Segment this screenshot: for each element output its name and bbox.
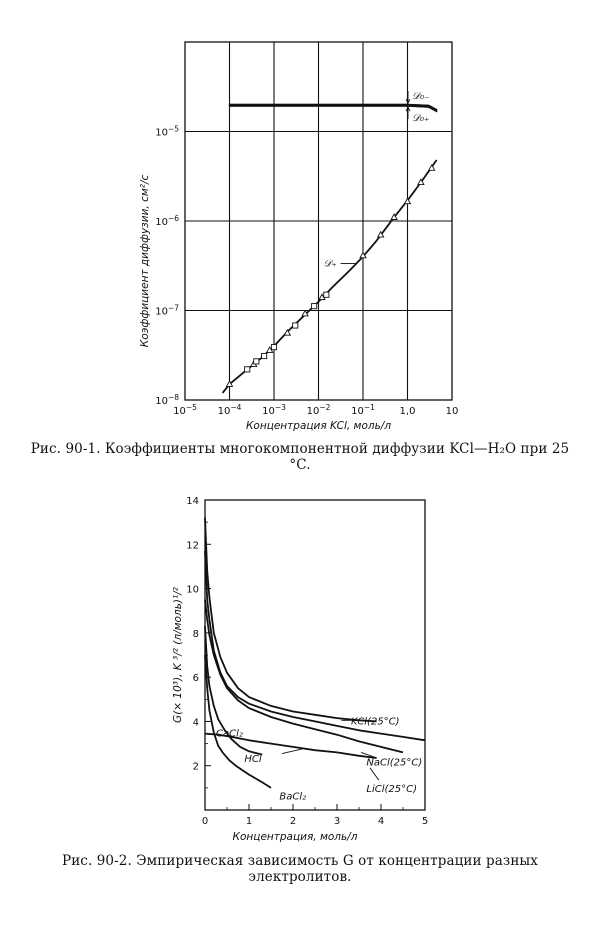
caption-figure-90-2: Рис. 90-2. Эмпирическая зависимость G от… xyxy=(62,853,538,885)
label-hcl: HCl xyxy=(244,754,262,765)
series-kcl-line xyxy=(204,517,377,723)
x-tick-label: 1,0 xyxy=(400,406,416,417)
y-tick-label: 10−6 xyxy=(155,214,179,228)
arrow-nacl xyxy=(361,752,377,759)
y-tick-label: 4 xyxy=(193,717,199,728)
data-point-square xyxy=(270,344,278,351)
data-point-square xyxy=(244,366,251,373)
x-tick-label: 4 xyxy=(378,816,384,827)
label-licl: LiCl(25°C) xyxy=(366,784,417,795)
label-bacl2: BaCl₂ xyxy=(279,792,306,803)
data-point-square xyxy=(261,352,268,360)
series-cacl2-line xyxy=(204,626,263,756)
y-tick-label: 2 xyxy=(193,762,199,773)
x-tick-label: 1 xyxy=(246,816,252,827)
y-axis-label: G(× 10³), K ³/² (л/моль)¹/² xyxy=(172,586,184,723)
y-tick-label: 10−7 xyxy=(155,304,179,318)
data-point-square xyxy=(323,291,330,298)
series-hcl-line xyxy=(204,732,377,759)
x-tick-label: 3 xyxy=(334,816,340,827)
x-tick-label: 10−4 xyxy=(218,403,242,417)
series-nacl-line xyxy=(204,550,426,742)
series-bacl2-line xyxy=(204,654,272,789)
x-tick-label: 10 xyxy=(446,406,459,417)
data-point-triangle xyxy=(390,213,398,220)
x-axis-label: Концентрация KCl, моль/л xyxy=(246,420,391,432)
x-tick-label: 10−3 xyxy=(262,403,286,417)
label-kcl: KCl(25°C) xyxy=(351,716,400,727)
series-licl-line xyxy=(204,599,404,754)
series-d0-minus-line xyxy=(229,103,437,111)
y-tick-label: 10−8 xyxy=(155,393,179,407)
data-point-triangle xyxy=(283,328,292,336)
x-tick-label: 10−5 xyxy=(173,403,197,417)
label-d0-minus: 𝒟₀₋ xyxy=(412,91,429,102)
y-tick-label: 6 xyxy=(193,673,199,684)
label-d0-plus: 𝒟₀₊ xyxy=(412,113,429,124)
series-d-plus-line xyxy=(221,159,438,394)
x-tick-label: 0 xyxy=(202,816,208,827)
y-tick-label: 10−5 xyxy=(155,125,179,139)
label-nacl: NaCl(25°C) xyxy=(366,757,422,768)
data-point-triangle xyxy=(403,197,412,205)
label-cacl2: CaCl₂ xyxy=(216,729,243,740)
x-tick-label: 10−2 xyxy=(307,403,331,417)
data-point-triangle xyxy=(376,230,385,238)
x-tick-label: 10−1 xyxy=(351,403,375,417)
diffusion-chart: 10−5 10−4 10−3 10−2 10−1 1,0 10 10−8 10−7 10−6 10−… xyxy=(139,41,459,432)
arrowhead-d0-plus xyxy=(405,106,411,112)
data-point-triangle xyxy=(225,380,234,387)
data-point-square xyxy=(292,322,299,329)
series-d0-plus-line xyxy=(229,105,437,113)
x-axis-label: Концентрация, моль/л xyxy=(233,831,358,843)
arrow-hcl xyxy=(281,748,302,754)
arrow-licl xyxy=(369,767,380,781)
y-tick-label: 10 xyxy=(186,585,199,596)
data-point-triangle xyxy=(301,309,309,317)
label-d-plus: 𝒟₊ xyxy=(324,259,337,270)
data-point-square xyxy=(311,303,318,310)
data-point-square xyxy=(253,358,260,365)
data-point-triangle xyxy=(427,163,436,171)
data-point-triangle xyxy=(417,178,425,186)
y-tick-label: 12 xyxy=(186,540,199,551)
x-tick-label: 2 xyxy=(290,816,296,827)
y-tick-label: 14 xyxy=(186,496,199,507)
x-tick-label: 5 xyxy=(422,816,428,827)
caption-figure-90-1: Рис. 90-1. Коэффициенты многокомпонентно… xyxy=(30,441,570,473)
y-tick-label: 8 xyxy=(193,629,199,640)
arrowhead-d0-minus xyxy=(405,98,411,105)
y-axis-label: Коэффициент диффузии, см²/с xyxy=(139,175,151,348)
g-concentration-chart: 0 1 2 3 4 52468101214KCl(25°C)NaCl(25°C)LiCl(… xyxy=(172,496,428,843)
data-point-triangle xyxy=(359,251,367,259)
